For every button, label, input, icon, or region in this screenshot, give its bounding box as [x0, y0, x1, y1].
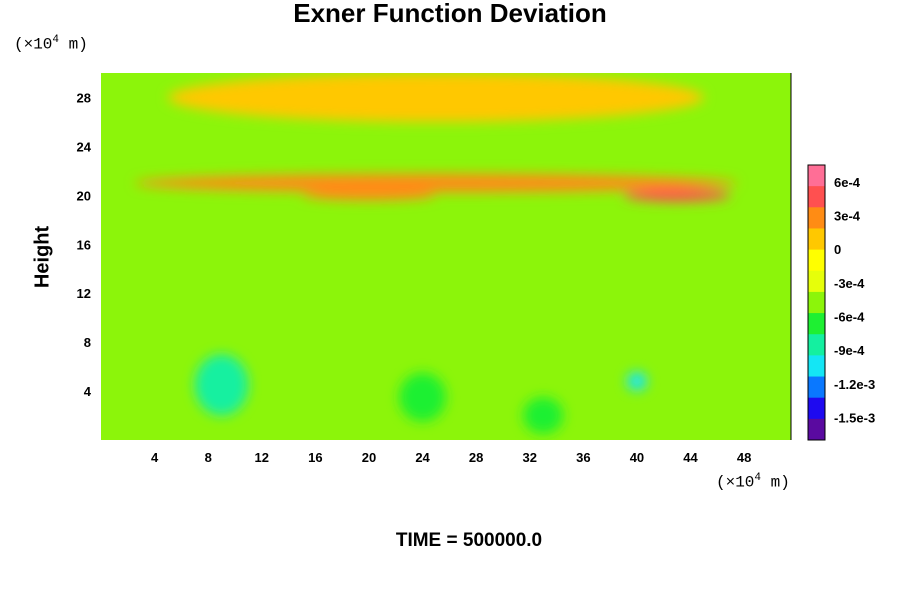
field-feature-7 [626, 372, 647, 391]
colorbar-tick-label: -6e-4 [834, 310, 865, 325]
colorbar-segment [808, 291, 825, 314]
x-tick-label: 40 [630, 450, 644, 465]
x-tick-label: 32 [523, 450, 537, 465]
colorbar-frame [807, 164, 826, 441]
x-tick-label: 8 [205, 450, 212, 465]
colorbar-tick-label: 3e-4 [834, 209, 861, 224]
colorbar-segment [808, 228, 825, 251]
colorbar-tick-label: -1.2e-3 [834, 377, 875, 392]
field-feature-4 [194, 354, 249, 416]
colorbar-tick-label: -1.5e-3 [834, 411, 875, 426]
colorbar-segment [808, 186, 825, 208]
colorbar-segment [808, 334, 825, 356]
x-tick-label: 16 [308, 450, 322, 465]
field-feature-0 [167, 73, 704, 122]
colorbar-segment [808, 313, 825, 335]
y-tick-label: 12 [77, 286, 91, 301]
field-feature-3 [301, 190, 436, 201]
y-tick-label: 24 [77, 139, 92, 154]
colorbar-segment [808, 397, 825, 420]
field-feature-2 [623, 189, 731, 202]
colorbar-segment [808, 418, 825, 441]
colorbar-segment [808, 355, 825, 378]
x-tick-label: 44 [683, 450, 698, 465]
field-feature-1 [134, 173, 738, 193]
colorbar-segment [808, 270, 825, 293]
field-feature-5 [399, 372, 446, 422]
colorbar-tick-label: 6e-4 [834, 175, 861, 190]
x-tick-label: 20 [362, 450, 376, 465]
y-axis-unit: (×104 m) [14, 34, 88, 54]
y-tick-label: 4 [84, 384, 92, 399]
chart-title: Exner Function Deviation [293, 0, 607, 28]
colorbar-segment [808, 249, 825, 272]
y-tick-label: 20 [77, 188, 91, 203]
field-feature-6 [523, 397, 564, 434]
x-tick-label: 48 [737, 450, 751, 465]
x-tick-label: 36 [576, 450, 590, 465]
x-tick-label: 4 [151, 450, 159, 465]
x-axis-unit: (×104 m) [716, 472, 790, 492]
x-tick-label: 24 [415, 450, 430, 465]
colorbar-segment [808, 165, 825, 187]
colorbar-tick-label: -9e-4 [834, 343, 865, 358]
y-tick-label: 16 [77, 237, 91, 252]
colorbar-tick-label: 0 [834, 242, 841, 257]
x-tick-label: 12 [255, 450, 269, 465]
colorbar-segment [808, 207, 825, 229]
y-tick-label: 8 [84, 335, 91, 350]
time-label: TIME = 500000.0 [395, 530, 543, 551]
y-tick-label: 28 [77, 90, 91, 105]
colorbar-tick-label: -3e-4 [834, 276, 865, 291]
x-tick-label: 28 [469, 450, 483, 465]
colorbar-segment [808, 376, 825, 399]
